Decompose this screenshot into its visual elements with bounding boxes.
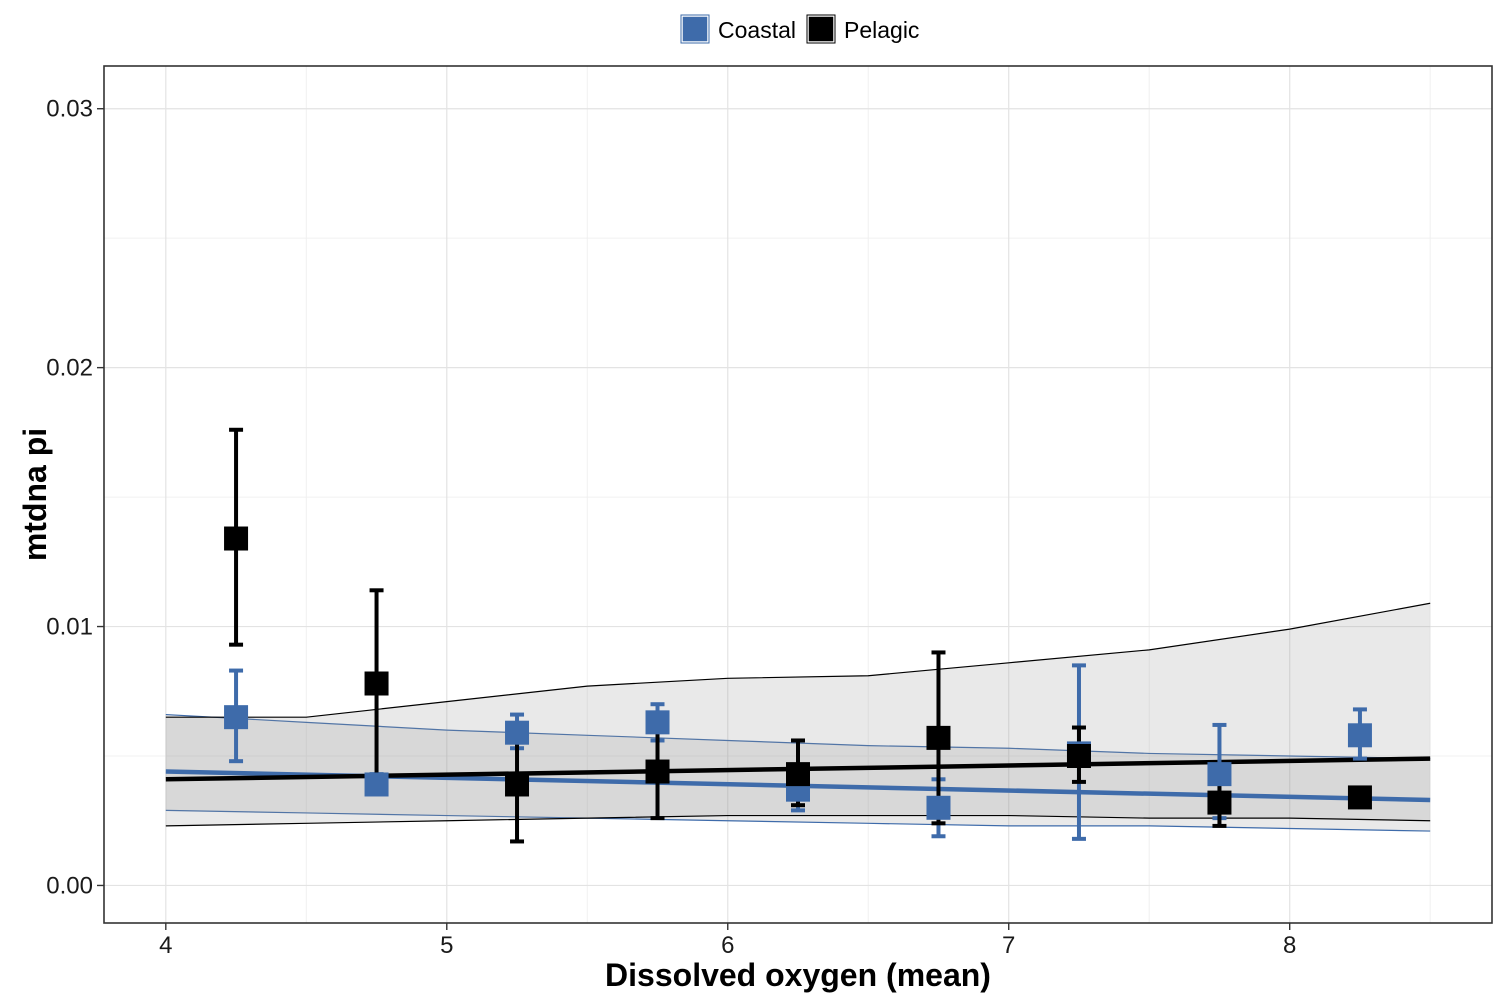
data-points	[224, 526, 1372, 820]
data-point-pelagic	[645, 759, 670, 784]
plot-panel-border	[103, 65, 1493, 924]
x-tick-label: 7	[1002, 932, 1015, 959]
data-point-coastal	[505, 720, 530, 745]
x-tick-label: 4	[159, 932, 172, 959]
data-point-coastal	[1347, 723, 1372, 748]
legend-swatch-border	[806, 14, 836, 44]
axes: 4 5 6 7 8 0.00 0.01 0.02 0.03	[46, 96, 1296, 959]
y-tick-label: 0.01	[46, 614, 93, 641]
legend-label-pelagic: Pelagic	[844, 17, 919, 43]
data-point-coastal	[645, 710, 670, 735]
y-tick-label: 0.03	[46, 96, 93, 123]
legend: Coastal Pelagic	[680, 14, 919, 44]
y-tick-label: 0.00	[46, 872, 93, 899]
data-point-coastal	[926, 795, 951, 820]
x-tick-label: 5	[440, 932, 453, 959]
x-tick-label: 6	[721, 932, 734, 959]
y-tick-label: 0.02	[46, 355, 93, 382]
data-point-pelagic	[224, 526, 249, 551]
x-tick-label: 8	[1283, 932, 1296, 959]
ribbon-pelagic	[165, 603, 1431, 826]
data-point-pelagic	[1207, 790, 1232, 815]
data-point-pelagic	[926, 725, 951, 750]
data-point-pelagic	[364, 671, 389, 696]
legend-swatch-coastal	[681, 15, 709, 43]
legend-swatch-border	[680, 14, 710, 44]
data-point-pelagic	[786, 762, 810, 787]
data-point-coastal	[224, 705, 249, 730]
legend-swatch-pelagic	[807, 15, 835, 43]
data-point-pelagic	[1347, 785, 1372, 810]
legend-label-coastal: Coastal	[718, 17, 796, 43]
y-axis-title: mtdna pi	[17, 428, 53, 561]
data-point-coastal	[364, 772, 389, 797]
data-point-coastal	[1207, 762, 1232, 787]
data-point-pelagic	[1066, 744, 1091, 769]
data-point-pelagic	[505, 772, 530, 797]
x-axis-title: Dissolved oxygen (mean)	[605, 957, 991, 993]
